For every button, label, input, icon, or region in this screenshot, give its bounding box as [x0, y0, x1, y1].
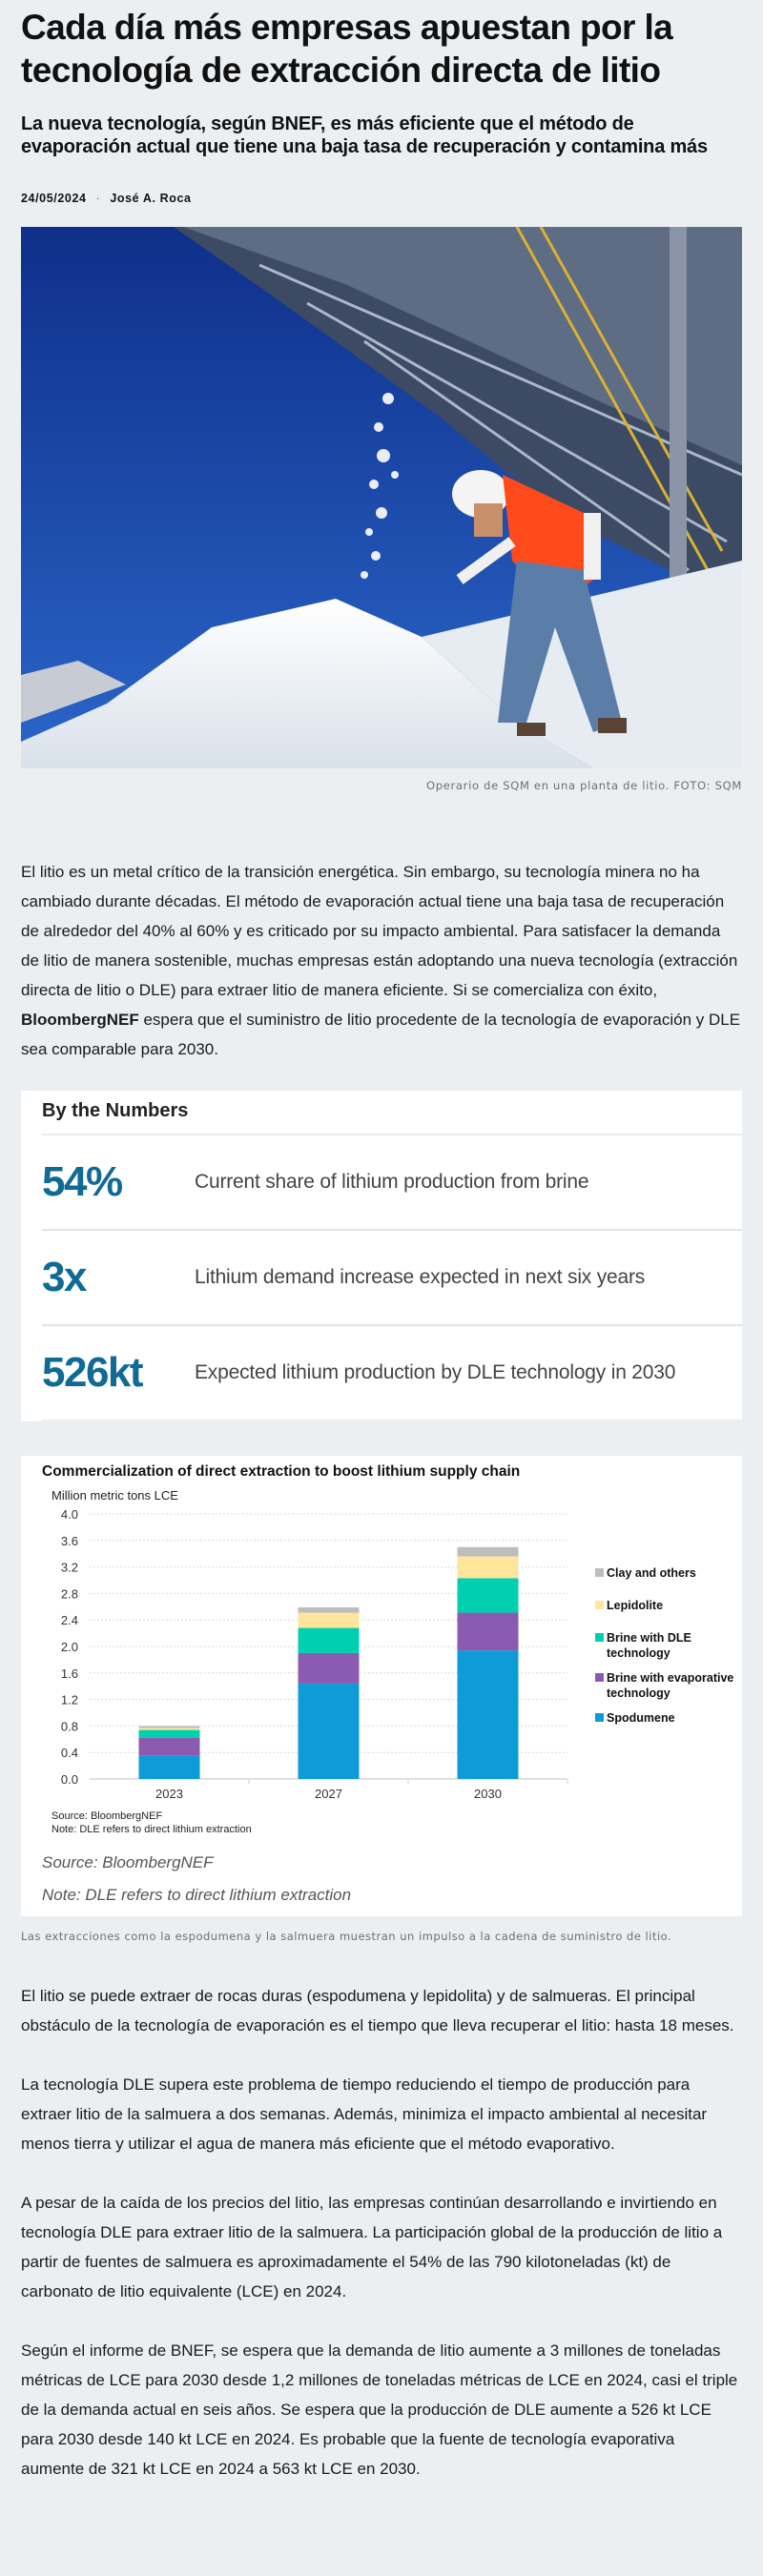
chart-area: 0.0 0.4 0.8 1.2 1.6 2.0 2.4 2.8 3.2 3.6 4.0 2023 202… — [42, 1503, 734, 1809]
by-the-numbers-heading: By the Numbers — [42, 1091, 742, 1135]
y-tick-label: 0.8 — [61, 1719, 78, 1733]
legend-label: Clay and others — [607, 1566, 696, 1580]
bar-segment-lepidolite-2027 — [298, 1612, 360, 1628]
chart-caption: Las extracciones como la espodumena y la… — [21, 1930, 672, 1943]
byline: 24/05/2024 · José A. Roca — [21, 189, 742, 208]
bar-segment-brine-with-evaporative-technology-2030 — [457, 1612, 519, 1651]
y-tick-label: 4.0 — [61, 1507, 78, 1522]
y-tick-label: 1.2 — [61, 1693, 78, 1707]
legend-swatch — [595, 1568, 604, 1577]
bar-segment-brine-with-evaporative-technology-2027 — [298, 1652, 360, 1684]
legend-label: Spodumene — [607, 1711, 675, 1725]
number-value: 3x — [42, 1254, 87, 1300]
y-tick-label: 3.6 — [61, 1534, 78, 1548]
legend-label: Lepidolite — [607, 1599, 663, 1612]
chart-note-small: Note: DLE refers to direct lithium extra… — [52, 1824, 252, 1835]
paragraph: A pesar de la caída de los precios del l… — [21, 2194, 723, 2300]
legend-label: Brine with evaporative — [607, 1671, 733, 1685]
by-the-numbers-box: By the Numbers 54% Current share of lith… — [21, 1091, 742, 1421]
number-row: 54% Current share of lithium production … — [42, 1135, 742, 1231]
number-value: 54% — [42, 1158, 123, 1205]
photo-illustration — [21, 227, 742, 768]
legend-label: Brine with DLE — [607, 1631, 691, 1645]
article-photo — [21, 227, 742, 768]
bar-segment-clay-and-others-2030 — [457, 1546, 519, 1557]
y-tick-label: 0.0 — [61, 1772, 78, 1787]
bar-segment-brine-with-evaporative-technology-2023 — [138, 1737, 200, 1756]
number-description: Expected lithium production by DLE techn… — [195, 1361, 676, 1383]
chart-y-axis-label: Million metric tons LCE — [52, 1488, 178, 1503]
legend-swatch — [595, 1633, 604, 1642]
paragraph-intro-text: El litio es un metal crítico de la trans… — [21, 863, 738, 999]
x-tick-label: 2023 — [155, 1787, 183, 1801]
number-row: 3x Lithium demand increase expected in n… — [42, 1231, 742, 1326]
article-subtitle: La nueva tecnología, según BNEF, es más … — [21, 113, 708, 157]
bar-segment-clay-and-others-2023 — [138, 1726, 200, 1728]
bar-segment-brine-with-dle-technology-2023 — [138, 1729, 200, 1738]
bar-segment-clay-and-others-2027 — [298, 1606, 360, 1613]
stacked-bar-chart: 0.0 0.4 0.8 1.2 1.6 2.0 2.4 2.8 3.2 3.6 4.0 2023 202… — [61, 1507, 734, 1801]
x-tick-label: 2027 — [315, 1787, 342, 1801]
y-tick-label: 2.4 — [61, 1613, 78, 1627]
photo-caption: Operario de SQM en una planta de litio. … — [425, 779, 742, 792]
bar-segment-lepidolite-2030 — [457, 1556, 519, 1579]
y-tick-label: 0.4 — [61, 1746, 78, 1760]
bar-segment-spodumene-2030 — [457, 1650, 519, 1779]
paragraph-intro-text-end: espera que el suministro de litio proced… — [21, 1011, 741, 1058]
publish-date: 24/05/2024 — [21, 192, 87, 205]
article-title: Cada día más empresas apuestan por la te… — [21, 8, 673, 90]
y-tick-label: 2.8 — [61, 1586, 78, 1601]
chart-card: Commercialization of direct extraction t… — [21, 1456, 742, 1916]
worker-figure — [452, 470, 627, 736]
paragraph: El litio se puede extraer de rocas duras… — [21, 1987, 734, 2034]
chart-title: Commercialization of direct extraction t… — [42, 1463, 521, 1480]
y-tick-label: 1.6 — [61, 1666, 78, 1681]
paragraph: Según el informe de BNEF, se espera que … — [21, 2341, 738, 2478]
paragraph: La tecnología DLE supera este problema d… — [21, 2075, 708, 2153]
number-value: 526kt — [42, 1349, 144, 1396]
legend-label: technology — [607, 1646, 670, 1660]
bar-segment-spodumene-2023 — [138, 1755, 200, 1779]
y-tick-label: 2.0 — [61, 1640, 78, 1654]
bar-segment-lepidolite-2023 — [138, 1728, 200, 1730]
y-tick-label: 3.2 — [61, 1561, 78, 1575]
legend-swatch — [595, 1713, 604, 1722]
legend-swatch — [595, 1673, 604, 1682]
bar-segment-brine-with-dle-technology-2027 — [298, 1627, 360, 1653]
legend-swatch — [595, 1601, 604, 1609]
author-link[interactable]: José A. Roca — [110, 192, 192, 205]
article: Cada día más empresas apuestan por la te… — [21, 8, 742, 2478]
byline-separator: · — [95, 192, 101, 205]
bar-segment-brine-with-dle-technology-2030 — [457, 1578, 519, 1613]
paragraph-intro: El litio es un metal crítico de la trans… — [21, 857, 742, 1064]
chart-note: Note: DLE refers to direct lithium extra… — [42, 1886, 352, 1904]
bloombergnef-emphasis: BloombergNEF — [21, 1011, 139, 1029]
number-description: Lithium demand increase expected in next… — [195, 1266, 646, 1288]
legend-label: technology — [607, 1687, 670, 1700]
number-description: Current share of lithium production from… — [195, 1171, 589, 1193]
x-tick-label: 2030 — [474, 1787, 502, 1801]
chart-source-small: Source: BloombergNEF — [52, 1810, 163, 1822]
bar-segment-spodumene-2027 — [298, 1683, 360, 1779]
chart-source: Source: BloombergNEF — [42, 1853, 214, 1871]
number-row: 526kt Expected lithium production by DLE… — [42, 1326, 742, 1421]
